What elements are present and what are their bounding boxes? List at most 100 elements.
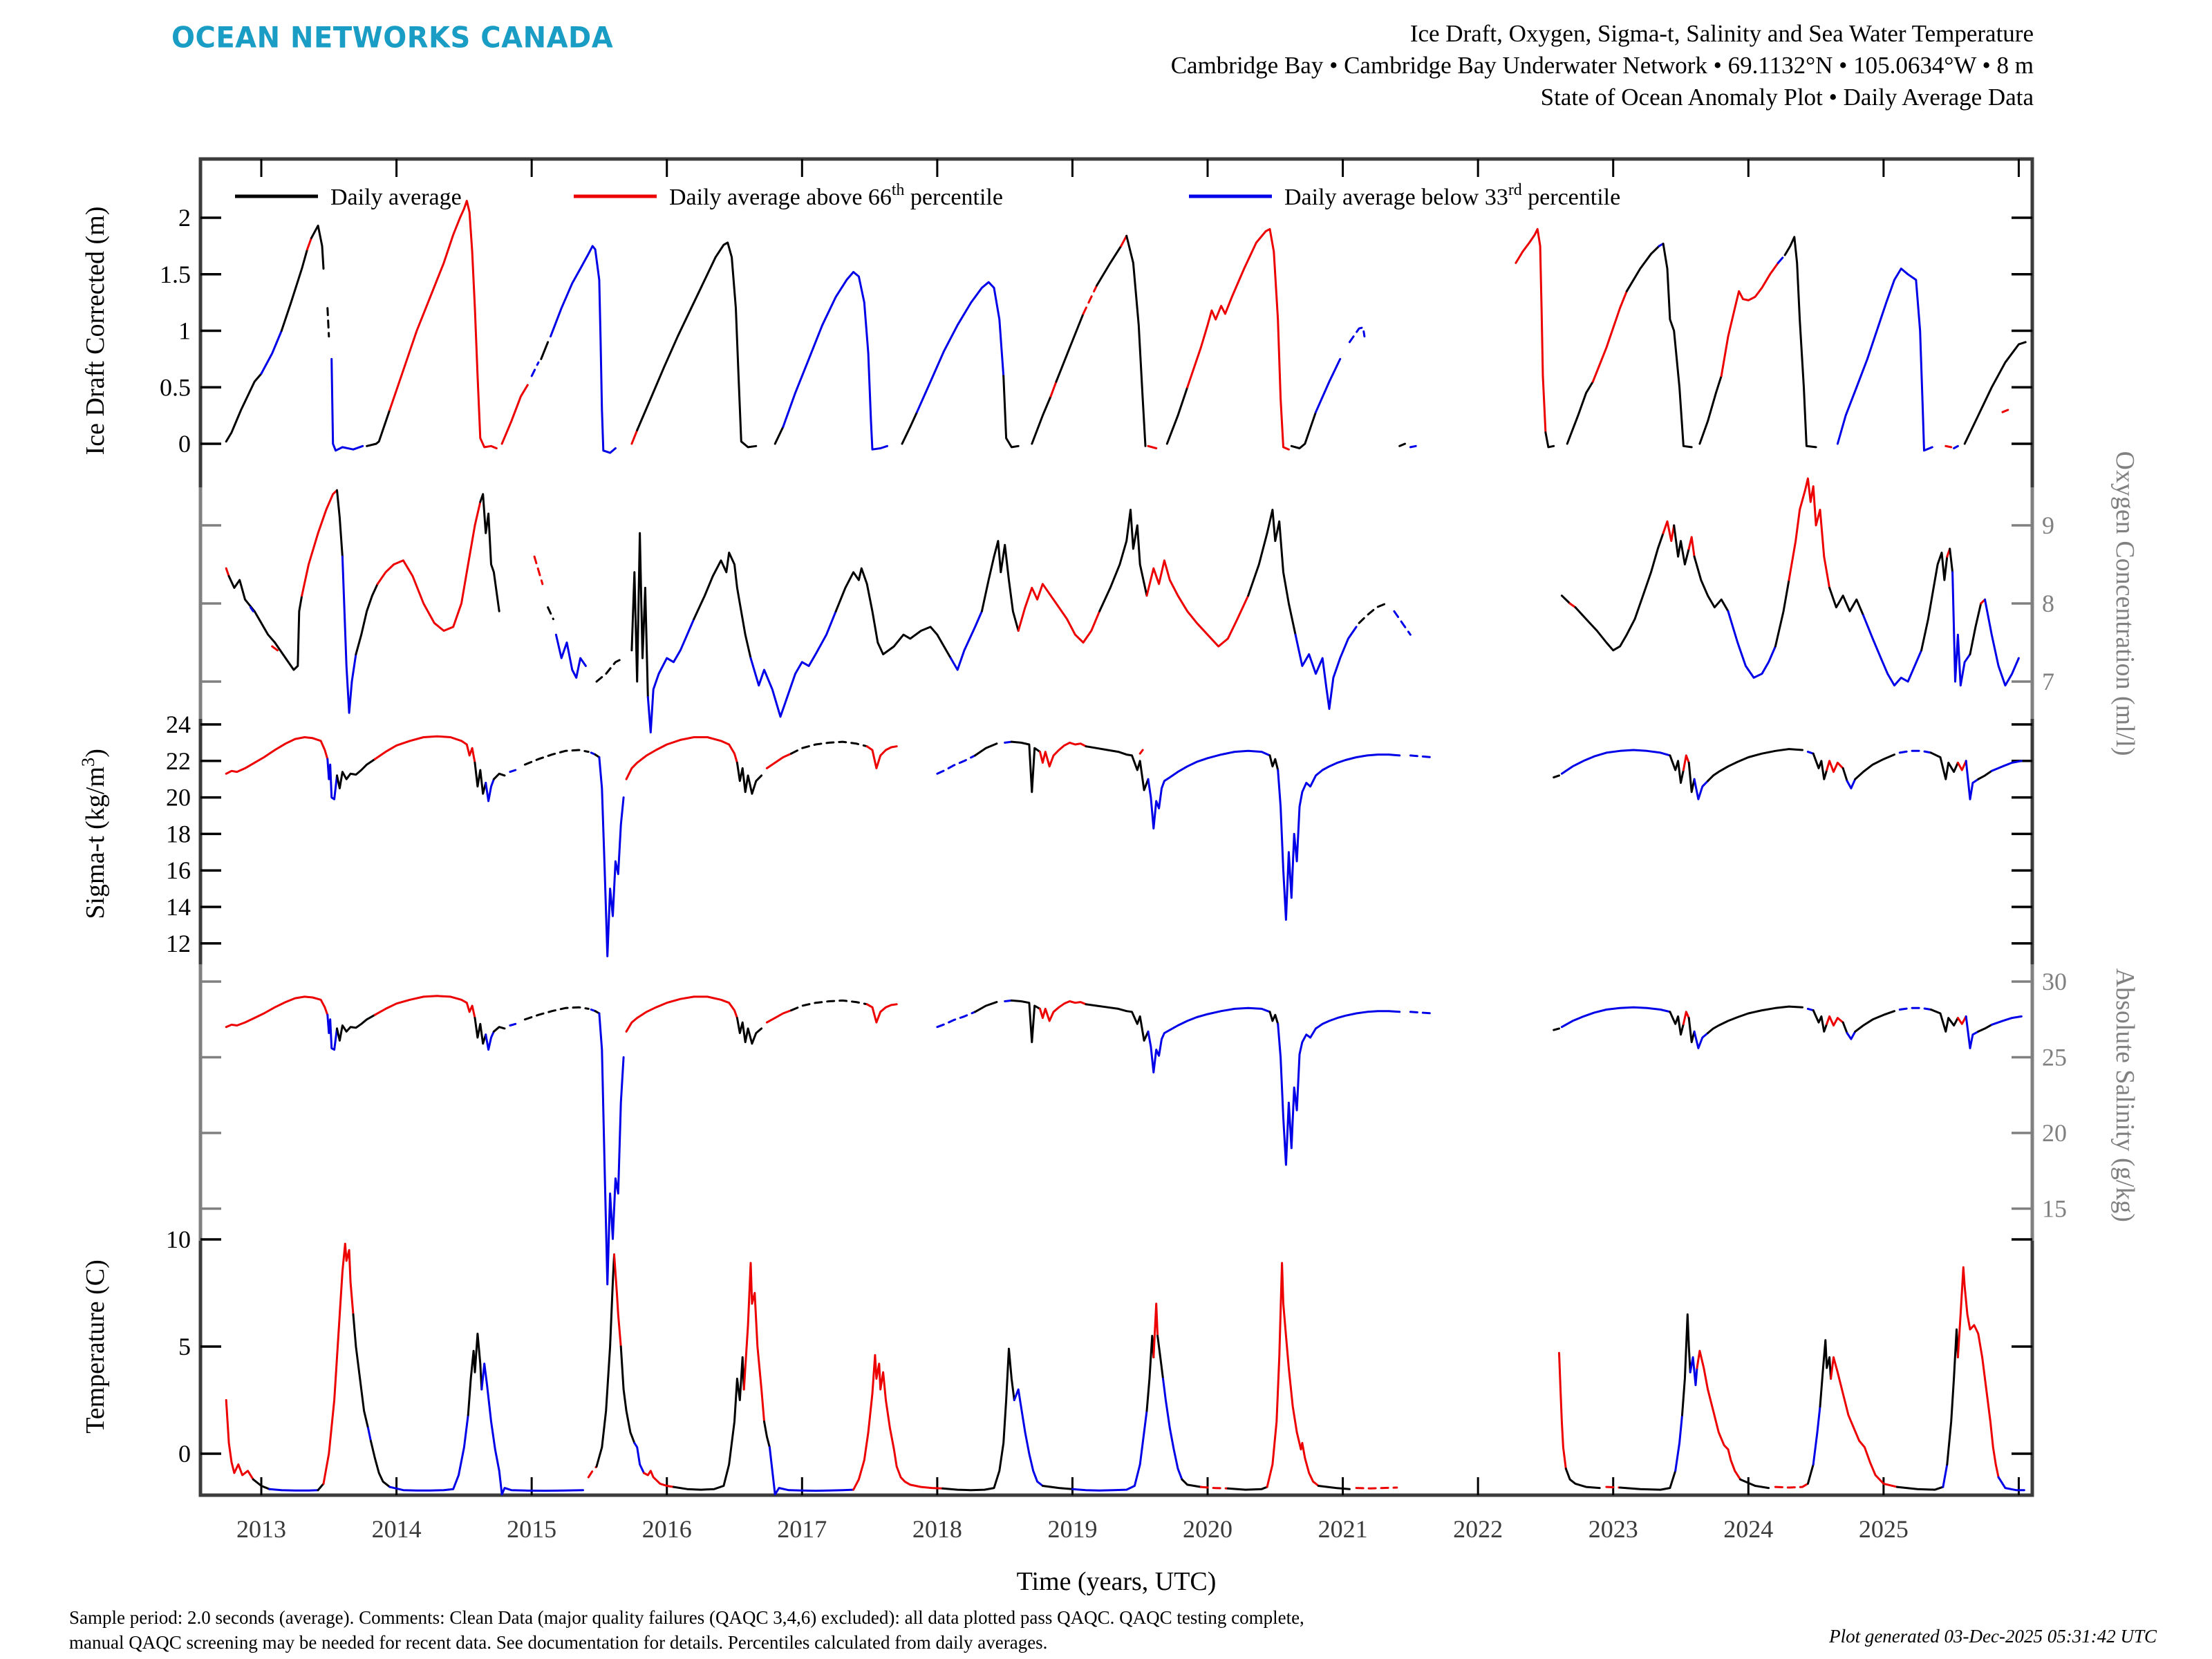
legend-label-r: Daily average above 66th percentile	[669, 181, 1003, 210]
sal-series-b	[485, 1030, 495, 1051]
sal-series-k	[492, 1026, 506, 1033]
sal-series-k	[1854, 1010, 1895, 1033]
sig-series-b	[1277, 753, 1401, 921]
ice-series-r	[1120, 234, 1128, 247]
tmp-series-r	[1774, 1482, 1809, 1489]
tmp-series-k	[467, 1332, 483, 1416]
tmp-series-r	[1830, 1356, 1898, 1488]
sig-series-k	[1268, 754, 1280, 771]
ice-series-b	[260, 330, 283, 375]
oxy-series-k	[1574, 532, 1665, 652]
sal-series-b	[1898, 1006, 1932, 1011]
ice-series-k	[1290, 411, 1317, 449]
ice-series-k	[280, 248, 308, 332]
tmp-series-k	[1819, 1339, 1833, 1408]
ice-series-k	[1002, 375, 1020, 449]
oxy-series-r	[271, 645, 279, 652]
x-tick-label: 2014	[372, 1515, 422, 1543]
panel-tmp	[225, 1242, 2025, 1496]
sal-series-k	[336, 1013, 376, 1042]
oxy-series-r	[1145, 559, 1250, 648]
ice-series-r	[1591, 290, 1628, 383]
ice-series-k	[1125, 234, 1147, 447]
sal-series-k	[1687, 1017, 1696, 1044]
ice-tick-label: 0	[178, 430, 191, 458]
oxy-series-b	[249, 606, 254, 612]
tmp-series-b	[367, 1427, 372, 1442]
ice-axis-title: Ice Draft Corrected (m)	[81, 207, 110, 456]
tmp-series-k	[1806, 1463, 1815, 1485]
oxy-series-k	[1358, 602, 1387, 624]
sig-series-b	[936, 754, 977, 775]
ice-series-k	[225, 373, 263, 443]
oxy-series-k	[355, 583, 379, 655]
sal-series-k	[1268, 1011, 1280, 1025]
sal-series-b	[1147, 1006, 1271, 1074]
ice-series-b	[1836, 268, 1933, 452]
sal-series-k	[1977, 1023, 1993, 1033]
tmp-series-b	[1674, 1414, 1683, 1472]
tmp-series-r	[1558, 1351, 1567, 1470]
oxy-series-k	[227, 575, 276, 644]
tmp-series-k	[941, 1347, 1015, 1492]
sal-series-k	[1841, 1021, 1848, 1034]
sig-series-b	[1965, 760, 1980, 800]
sig-tick-label: 20	[166, 784, 191, 812]
panel-sig	[225, 735, 2023, 957]
sig-series-b	[1409, 754, 1434, 758]
sal-series-k	[1707, 1005, 1803, 1034]
tmp-series-r	[613, 1253, 622, 1348]
tmp-series-k	[1317, 1485, 1351, 1490]
oxy-series-k	[1098, 508, 1148, 612]
sal-tick-label: 20	[2042, 1119, 2067, 1147]
plot-border	[198, 157, 2034, 1497]
ice-series-k	[366, 409, 391, 447]
oxy-series-k	[1774, 579, 1790, 648]
sal-series-k	[1812, 1009, 1828, 1033]
tmp-series-b	[388, 1414, 469, 1492]
oxy-series-b	[554, 633, 587, 679]
panel-oxy	[225, 477, 2020, 733]
ice-series-r	[1147, 444, 1158, 449]
sig-series-r	[625, 736, 738, 780]
sal-series-r	[225, 995, 329, 1029]
sal-series-k	[974, 1001, 998, 1013]
sal-axis-title: Absolute Salinity (g/kg)	[2110, 968, 2139, 1222]
oxy-axis-title: Oxygen Concentration (ml/l)	[2110, 451, 2139, 756]
oxy-series-k	[1673, 524, 1690, 565]
oxy-series-k	[1560, 594, 1571, 605]
sig-series-r	[225, 736, 329, 775]
tmp-series-k	[1145, 1335, 1155, 1412]
tmp-series-r	[1199, 1485, 1229, 1490]
tmp-series-r	[852, 1353, 944, 1491]
plot-title-line1: Ice Draft, Oxygen, Sigma-t, Salinity and…	[1409, 20, 2034, 47]
sig-series-r	[1826, 760, 1844, 774]
sig-tick-label: 22	[166, 747, 191, 775]
x-tick-label: 2025	[1859, 1515, 1909, 1543]
ice-series-k	[310, 224, 325, 270]
sal-series-k	[1085, 1003, 1150, 1042]
sal-series-b	[598, 1012, 625, 1286]
oxy-series-k	[630, 532, 649, 699]
tmp-series-k	[1041, 1485, 1074, 1490]
sig-series-r	[765, 752, 793, 769]
ice-series-k	[1566, 380, 1594, 445]
oxy-tick-label: 7	[2042, 668, 2054, 695]
oxy-series-r	[1662, 520, 1676, 543]
oxy-series-k	[595, 657, 625, 683]
ice-series-b	[530, 361, 540, 377]
tmp-series-k	[1619, 1470, 1677, 1491]
tmp-series-b	[268, 1488, 319, 1492]
sal-series-k	[1929, 1009, 1959, 1033]
sal-series-b	[1990, 1015, 2023, 1026]
tmp-series-r	[742, 1262, 765, 1423]
sig-tick-label: 16	[166, 856, 191, 884]
oxy-series-b	[341, 555, 357, 714]
sal-series-b	[1004, 999, 1013, 1002]
oxy-series-k	[693, 552, 752, 659]
tmp-series-k	[673, 1356, 745, 1491]
onc-logo: OCEAN NETWORKS CANADA	[171, 21, 614, 55]
ice-series-r	[1186, 227, 1290, 451]
sig-series-k	[1977, 769, 1993, 780]
